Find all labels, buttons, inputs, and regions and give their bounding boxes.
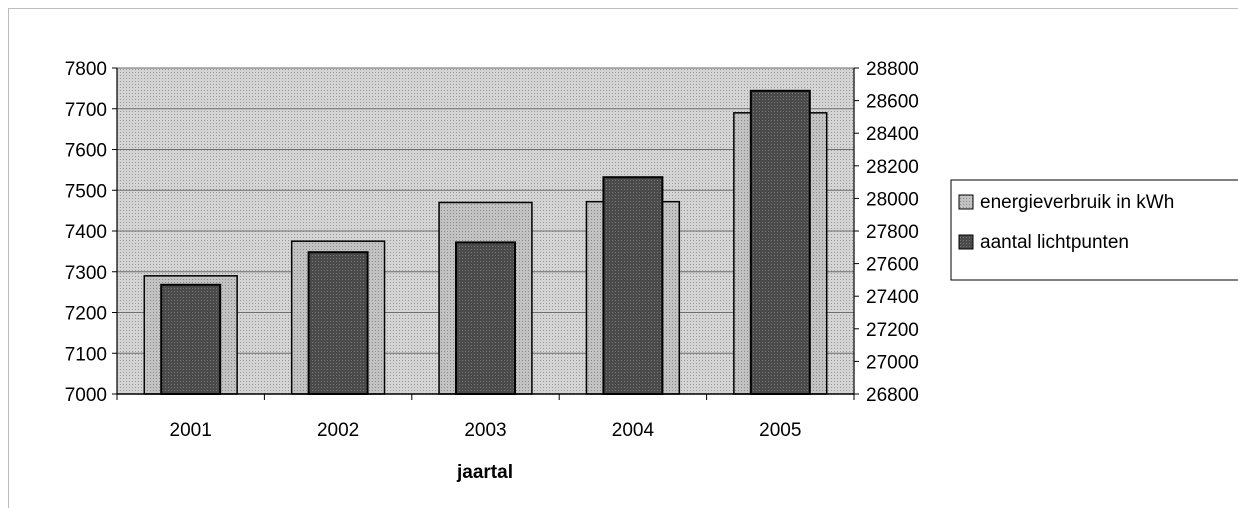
y-left-tick-label: 7200: [65, 304, 107, 325]
x-axis-title: jaartal: [456, 462, 513, 483]
bar-lichtpunten-2003: [455, 241, 516, 395]
y-left-tick-label: 7700: [65, 100, 107, 121]
bar-lichtpunten-2001: [160, 283, 222, 396]
y-right-tick-label: 27200: [866, 320, 919, 341]
x-tick-label: 2005: [759, 420, 801, 441]
bar-lichtpunten-2005: [749, 89, 811, 395]
y-left-tick-label: 7300: [65, 263, 107, 284]
x-axis-ticks: 2001 2002 2003 2004 2005: [116, 394, 855, 441]
legend: energieverbruik in kWh aantal lichtpunten: [950, 179, 1238, 281]
bar-lichtpunten-2002: [307, 251, 369, 395]
x-tick-label: 2001: [170, 420, 212, 441]
bars: [143, 89, 828, 396]
y-right-tick-label: 26800: [866, 385, 919, 406]
y-right-tick-label: 27000: [866, 352, 919, 373]
legend-label-0: energieverbruik in kWh: [980, 192, 1174, 213]
y-right-tick-label: 28000: [866, 189, 919, 210]
y-left-tick-label: 7100: [65, 344, 107, 365]
y-right-tick-label: 28800: [866, 59, 919, 80]
y-left-tick-label: 7800: [65, 59, 107, 80]
y-right-tick-label: 27600: [866, 255, 919, 276]
y-right-tick-label: 28600: [866, 92, 919, 113]
legend-box: [950, 179, 1238, 281]
y-left-tick-label: 7600: [65, 141, 107, 162]
y-right-tick-label: 27400: [866, 287, 919, 308]
x-tick-label: 2002: [317, 420, 359, 441]
y-left-tick-label: 7000: [65, 385, 107, 406]
chart-frame: [8, 8, 1238, 508]
y-right-tick-label: 27800: [866, 222, 919, 243]
y-left-tick-label: 7500: [65, 181, 107, 202]
x-tick-label: 2004: [612, 420, 655, 441]
legend-label-1: aantal lichtpunten: [980, 232, 1129, 253]
legend-swatch-0: [958, 194, 974, 210]
bar-lichtpunten-2004: [602, 176, 664, 395]
legend-swatch-1: [958, 234, 974, 250]
y-right-tick-label: 28400: [866, 124, 919, 145]
y-left-tick-label: 7400: [65, 222, 107, 243]
x-tick-label: 2003: [464, 420, 506, 441]
y-right-tick-label: 28200: [866, 157, 919, 178]
y-axis-right-ticks: 26800 27000 27200 27400 27600 27800 28000 28200…: [854, 59, 919, 406]
y-axis-left-ticks: 7000 7100 7200 7300 7400 7500 7600 7700 7800: [65, 59, 117, 406]
